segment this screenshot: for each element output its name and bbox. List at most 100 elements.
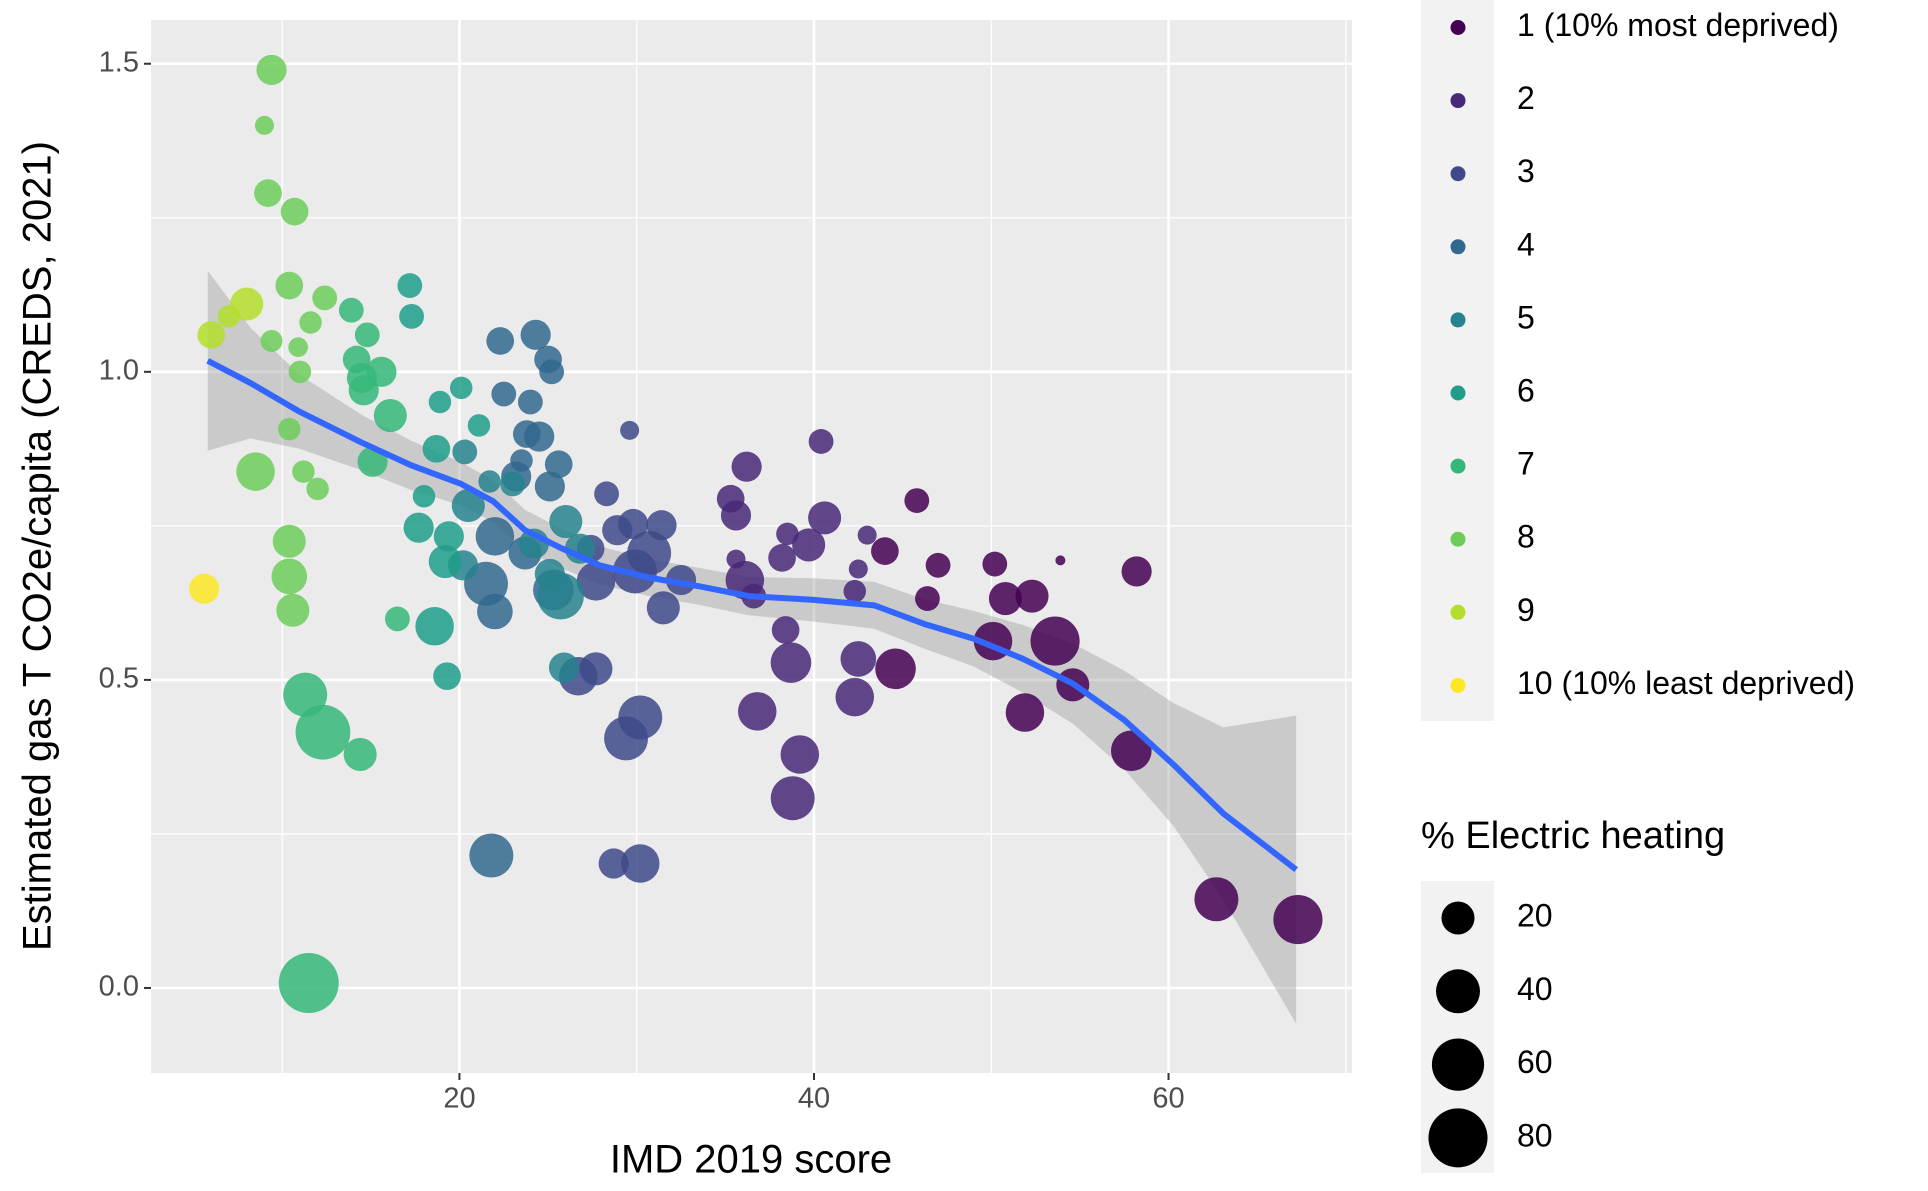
point bbox=[621, 844, 660, 883]
point bbox=[665, 565, 697, 596]
legend-label: 1 (10% most deprived) bbox=[1517, 7, 1839, 43]
point bbox=[469, 833, 514, 878]
legend-label: 4 bbox=[1517, 226, 1535, 262]
point bbox=[768, 544, 796, 572]
point bbox=[275, 271, 304, 300]
point bbox=[1121, 556, 1152, 587]
point bbox=[260, 330, 283, 353]
point bbox=[904, 488, 930, 513]
point bbox=[428, 390, 452, 414]
point bbox=[278, 417, 301, 441]
point bbox=[720, 500, 752, 531]
x-axis-title: IMD 2019 score bbox=[610, 1138, 892, 1182]
legend-key bbox=[1450, 385, 1466, 401]
point bbox=[925, 552, 951, 578]
point bbox=[475, 517, 515, 556]
legend-key bbox=[1450, 531, 1466, 547]
legend-key bbox=[1450, 458, 1466, 474]
y-tick-label: 0.0 bbox=[99, 971, 139, 1003]
point bbox=[848, 559, 868, 579]
point bbox=[776, 522, 799, 546]
point bbox=[271, 558, 308, 595]
legend-key bbox=[1450, 239, 1466, 255]
point bbox=[549, 505, 583, 539]
point bbox=[278, 953, 339, 1014]
point bbox=[840, 641, 877, 677]
size-legend-key bbox=[1431, 1038, 1485, 1091]
point bbox=[537, 572, 584, 620]
point bbox=[1030, 616, 1080, 666]
legend-label: 6 bbox=[1517, 372, 1535, 408]
point bbox=[618, 695, 663, 740]
point bbox=[366, 356, 397, 387]
point bbox=[982, 551, 1008, 577]
point bbox=[857, 525, 877, 545]
point bbox=[428, 545, 462, 579]
legend-label: 8 bbox=[1517, 519, 1535, 555]
point bbox=[412, 485, 436, 508]
point bbox=[520, 319, 551, 350]
point bbox=[500, 471, 526, 497]
legend-key bbox=[1450, 677, 1466, 693]
point bbox=[306, 477, 329, 501]
point bbox=[338, 297, 364, 323]
point bbox=[288, 337, 308, 358]
point bbox=[256, 54, 287, 85]
point bbox=[544, 450, 573, 479]
y-tick-label: 1.0 bbox=[99, 354, 139, 386]
y-tick-label: 1.5 bbox=[99, 46, 139, 78]
point bbox=[534, 471, 565, 502]
point bbox=[576, 562, 616, 601]
point bbox=[871, 537, 899, 565]
size-legend-title: % Electric heating bbox=[1421, 815, 1725, 857]
legend-key bbox=[1450, 604, 1466, 620]
point bbox=[433, 521, 464, 552]
legend-key bbox=[1450, 312, 1466, 328]
size-legend-key bbox=[1441, 901, 1475, 935]
point bbox=[451, 489, 485, 523]
point bbox=[343, 737, 377, 771]
legend-key bbox=[1450, 166, 1466, 182]
point bbox=[399, 303, 424, 329]
point bbox=[808, 429, 834, 454]
legend-label: 7 bbox=[1517, 446, 1535, 482]
point bbox=[312, 285, 338, 311]
point bbox=[254, 115, 274, 135]
point bbox=[808, 501, 842, 535]
point bbox=[1273, 895, 1323, 945]
point bbox=[478, 470, 501, 493]
point bbox=[835, 677, 875, 717]
size-legend-label: 60 bbox=[1517, 1044, 1553, 1080]
point bbox=[731, 451, 762, 482]
point bbox=[254, 179, 282, 207]
point bbox=[770, 776, 815, 821]
point bbox=[189, 573, 220, 604]
point bbox=[988, 582, 1022, 616]
point bbox=[598, 848, 629, 879]
point bbox=[771, 616, 800, 644]
legend-label: 3 bbox=[1517, 153, 1535, 189]
point bbox=[539, 359, 565, 385]
y-tick-label: 0.5 bbox=[99, 663, 139, 695]
point bbox=[491, 381, 517, 407]
point bbox=[397, 273, 423, 298]
point bbox=[197, 321, 226, 349]
legend-key bbox=[1450, 93, 1466, 109]
point bbox=[770, 642, 812, 683]
smooth-line bbox=[206, 358, 1298, 873]
point bbox=[618, 508, 649, 540]
point bbox=[276, 593, 310, 627]
point bbox=[449, 376, 473, 400]
point bbox=[524, 421, 555, 452]
point bbox=[843, 579, 867, 603]
x-tick-label: 20 bbox=[443, 1083, 475, 1115]
point bbox=[236, 452, 275, 491]
point bbox=[385, 606, 410, 632]
point bbox=[283, 672, 328, 717]
size-legend-label: 20 bbox=[1517, 897, 1553, 933]
point bbox=[1110, 730, 1152, 772]
legend-label: 10 (10% least deprived) bbox=[1517, 665, 1855, 701]
point bbox=[1194, 877, 1239, 922]
point bbox=[403, 512, 434, 543]
legend-label: 9 bbox=[1517, 592, 1535, 628]
